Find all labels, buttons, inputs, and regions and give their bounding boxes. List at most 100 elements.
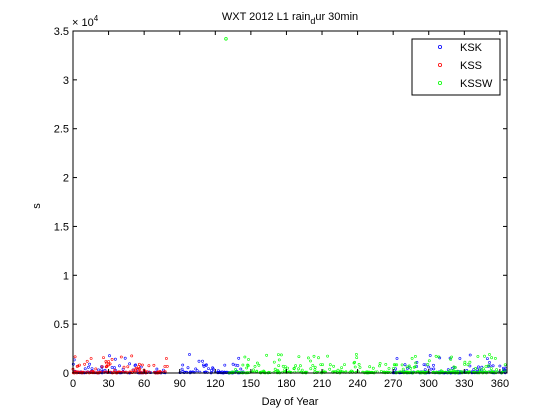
- data-point-kssw: [309, 367, 313, 371]
- data-point-ksk: [108, 354, 111, 358]
- data-point-kssw: [241, 363, 245, 367]
- data-point-ksk: [97, 368, 100, 372]
- data-point-kssw: [311, 364, 315, 367]
- data-point-ksk: [90, 367, 94, 371]
- y-exponent-power: 4: [94, 14, 99, 23]
- data-point-ksk: [423, 368, 427, 372]
- data-point-kssw: [354, 352, 358, 356]
- data-point-ksk: [446, 368, 450, 372]
- data-point-ksk: [114, 369, 118, 372]
- data-point-ksk: [432, 367, 436, 371]
- data-point-kssw: [463, 362, 467, 366]
- y-exponent-base: × 10: [72, 17, 94, 29]
- data-point-kssw: [294, 364, 298, 368]
- x-tick-label: 90: [174, 378, 186, 390]
- data-point-ksk: [194, 367, 198, 371]
- data-point-kssw: [312, 354, 316, 358]
- data-point-kssw: [279, 353, 283, 357]
- data-point-kss: [104, 360, 108, 363]
- data-point-kssw: [292, 366, 296, 370]
- data-point-ksk: [237, 356, 241, 360]
- data-point-ksk: [139, 365, 143, 369]
- data-point-kssw: [277, 364, 281, 368]
- x-axis-label: Day of Year: [262, 396, 319, 408]
- data-point-kssw: [358, 366, 362, 369]
- data-point-kssw: [273, 367, 277, 371]
- data-point-kss: [107, 360, 111, 363]
- data-point-kssw: [503, 363, 507, 367]
- data-point-kssw: [409, 366, 413, 370]
- y-tick-label: 2.5: [54, 124, 69, 136]
- data-point-ksk: [468, 364, 472, 368]
- data-point-kssw: [476, 355, 480, 358]
- legend-label-ksk: KSK: [460, 42, 483, 54]
- data-point-ksk: [427, 365, 431, 369]
- data-point-ksk: [485, 357, 489, 361]
- data-point-ksk: [181, 363, 185, 367]
- plot-frame: [72, 30, 508, 374]
- data-point-kssw: [276, 353, 280, 357]
- data-point-kss: [105, 364, 109, 368]
- data-point-ksk: [223, 363, 227, 367]
- data-point-kssw: [246, 364, 250, 368]
- data-point-kssw: [298, 364, 302, 368]
- x-tick-label: 30: [102, 378, 114, 390]
- data-point-kssw: [283, 368, 287, 372]
- data-point-ksk: [100, 368, 104, 372]
- data-point-kss: [147, 364, 151, 368]
- legend-marker-ksk: [437, 45, 442, 50]
- data-point-kssw: [414, 361, 418, 365]
- y-tick-label: 1: [63, 270, 69, 282]
- chart-title-main: WXT 2012 L1 rain: [222, 11, 310, 23]
- legend-box: [411, 38, 501, 96]
- data-point-kss: [85, 359, 89, 363]
- data-point-ksk: [415, 365, 419, 368]
- data-point-kssw: [493, 356, 497, 360]
- data-point-ksk: [87, 365, 90, 369]
- data-point-kss: [119, 355, 123, 359]
- data-point-ksk: [155, 367, 159, 371]
- data-point-ksk: [395, 357, 399, 360]
- y-tick-label: 3: [63, 75, 69, 87]
- data-point-ksk: [207, 367, 210, 371]
- data-point-kssw: [405, 365, 409, 369]
- data-point-kssw: [326, 354, 330, 358]
- data-point-ksk: [186, 366, 190, 370]
- data-point-ksk: [195, 369, 199, 373]
- data-point-kssw: [257, 363, 261, 367]
- data-point-kssw: [437, 355, 441, 359]
- data-point-kssw: [378, 361, 382, 365]
- data-point-kss: [78, 363, 81, 367]
- x-tick-label: 150: [242, 378, 260, 390]
- y-tick-label: 1.5: [54, 221, 69, 233]
- data-point-kssw: [306, 356, 310, 360]
- x-tick-label: 60: [138, 378, 150, 390]
- data-point-kss: [89, 357, 93, 360]
- data-point-kssw: [328, 363, 332, 367]
- data-point-kss: [110, 357, 114, 361]
- y-tick-label: 0: [63, 368, 69, 380]
- data-point-kssw: [245, 366, 249, 370]
- data-point-ksk: [480, 365, 484, 369]
- y-tick-label: 0.5: [54, 319, 69, 331]
- data-point-ksk: [123, 356, 127, 360]
- legend-label-kssw: KSSW: [460, 78, 493, 90]
- data-point-kssw: [234, 368, 237, 371]
- chart-title: WXT 2012 L1 raindur 30min: [222, 11, 358, 26]
- data-point-kss: [131, 368, 135, 372]
- chart-title-rest: ur 30min: [315, 11, 358, 23]
- data-point-kssw: [340, 366, 344, 370]
- data-point-ksk: [204, 363, 208, 367]
- x-tick-label: 120: [206, 378, 224, 390]
- data-point-ksk: [432, 363, 435, 367]
- data-point-kssw: [453, 366, 457, 369]
- data-point-kss: [164, 357, 168, 360]
- legend-label-kss: KSS: [460, 60, 482, 72]
- data-point-kss: [83, 362, 87, 366]
- x-tick-label: 180: [277, 378, 295, 390]
- x-tick-label: 360: [491, 378, 509, 390]
- data-point-kssw: [468, 360, 472, 364]
- data-point-kssw: [482, 369, 486, 373]
